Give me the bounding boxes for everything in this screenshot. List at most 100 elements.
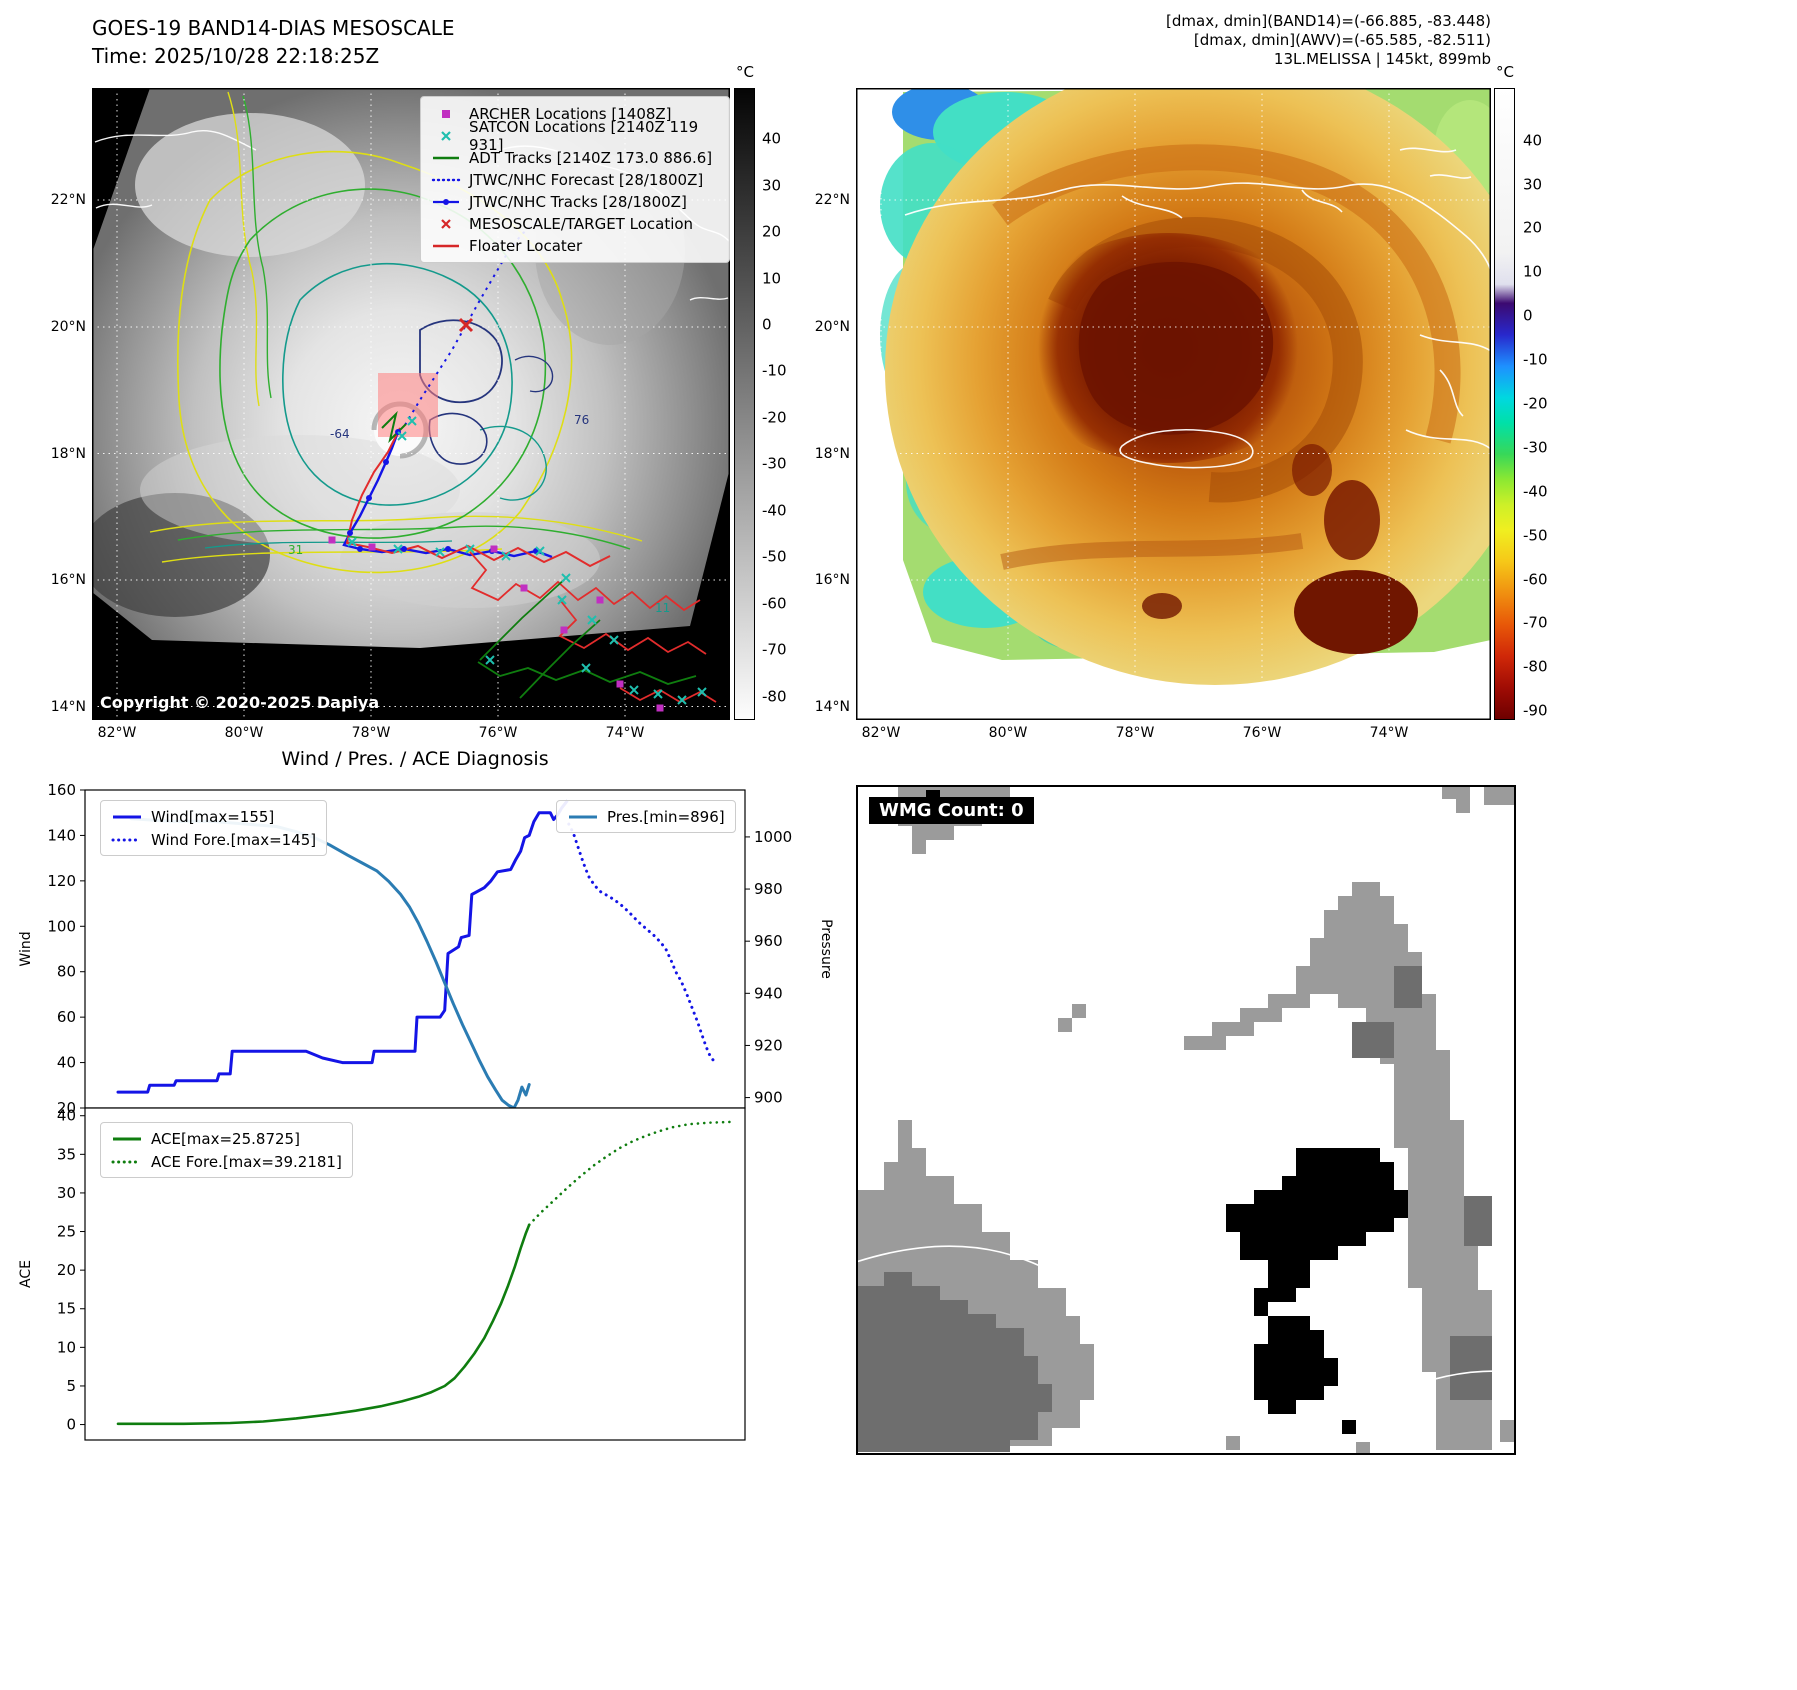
tl-lon-label: 74°W: [605, 725, 645, 741]
tr-colorbar-tick: -90: [1523, 701, 1548, 720]
chart-legend-label: Wind Fore.[max=145]: [151, 830, 317, 849]
satcon-marker: [465, 544, 475, 554]
diagnosis-charts-title: Wind / Pres. / ACE Diagnosis: [281, 748, 549, 770]
tr-lon-label: 74°W: [1369, 725, 1409, 741]
y-tick-label: 80: [57, 963, 76, 981]
map-legend-item: ARCHER Locations [1408Z]: [431, 103, 719, 124]
map-legend-label: ARCHER Locations [1408Z]: [469, 104, 672, 123]
mesoscale-target-box: [378, 373, 438, 437]
tl-colorbar-tick: -70: [762, 640, 787, 659]
contour-label: 11: [655, 601, 670, 615]
wmg-pixel-map: [856, 785, 1516, 1455]
chart-legend-item: Wind Fore.[max=145]: [111, 829, 316, 850]
tl-colorbar-tick: -50: [762, 547, 787, 566]
panel-frame: [856, 785, 1516, 1455]
dotted-line-icon: [431, 178, 461, 181]
map-legend-label: JTWC/NHC Forecast [28/1800Z]: [469, 170, 704, 189]
dark-gray-regions: [856, 966, 1492, 1452]
satcon-marker: [587, 615, 597, 625]
satcon-marker: [347, 537, 357, 547]
line-dot-icon: [433, 198, 459, 205]
tr-colorbar-tick: 0: [1523, 306, 1533, 325]
dotted-line-icon: [111, 838, 143, 841]
satcon-marker: [581, 663, 591, 673]
tr-lon-label: 78°W: [1115, 725, 1155, 741]
tl-lat-label: 20°N: [50, 319, 86, 335]
black-regions: [926, 790, 1408, 1434]
tl-colorbar-tick: -60: [762, 594, 787, 613]
coastlines: [904, 147, 1491, 469]
tl-colorbar-tick: -80: [762, 687, 787, 706]
x-marker-icon: [441, 130, 451, 141]
archer-marker: [596, 596, 604, 604]
line-icon: [433, 244, 459, 247]
tr-colorbar-tick: -70: [1523, 613, 1548, 632]
satcon-marker: [557, 595, 567, 605]
y-axis-title: ACE: [18, 1260, 34, 1288]
satcon-marker: [677, 695, 687, 705]
band14-panel-time: Time: 2025/10/28 22:18:25Z: [92, 44, 380, 68]
map-legend-label: SATCON Locations [2140Z 119 931]: [469, 117, 699, 154]
satcon-marker: [407, 416, 417, 426]
y-tick-label: 0: [66, 1416, 76, 1434]
tr-lat-label: 18°N: [814, 445, 850, 462]
satcon-marker: [535, 546, 545, 556]
tr-lon-label: 80°W: [988, 725, 1028, 741]
tl-lat-label: 22°N: [50, 192, 86, 208]
tl-lat-label: 14°N: [50, 698, 86, 715]
satcon-marker: [485, 655, 495, 665]
chart-legend-item: ACE[max=25.8725]: [111, 1128, 342, 1149]
map-legend-label: MESOSCALE/TARGET Location: [469, 214, 694, 233]
tl-colorbar-tick: 20: [762, 222, 782, 241]
y-tick-label: 20: [57, 1261, 76, 1279]
map-legend-label: Floater Locater: [469, 236, 583, 255]
tl-lon-label: 78°W: [351, 725, 391, 741]
y-tick-label: 140: [47, 826, 76, 844]
chart-legend-label: Pres.[min=896]: [607, 807, 725, 826]
chart-legend-label: ACE Fore.[max=39.2181]: [151, 1152, 342, 1171]
contour-label: 31: [288, 543, 303, 557]
archer-square-icon: [442, 109, 450, 118]
y-tick-label: 35: [57, 1145, 76, 1163]
tr-colorbar-tick: 30: [1523, 175, 1543, 194]
contour-label: 76: [574, 413, 589, 427]
y-tick-label: 120: [47, 872, 76, 890]
temperature-contours: [149, 91, 643, 574]
contour-label: -64: [330, 427, 350, 441]
copyright-text: Copyright © 2020-2025 Dapiya: [100, 693, 380, 712]
satcon-marker: [561, 573, 571, 583]
y-tick-label: 920: [754, 1036, 783, 1054]
dmax-dmin-band14-readout: [dmax, dmin](BAND14)=(-66.885, -83.448): [1166, 12, 1491, 30]
dmax-dmin-awv-readout: [dmax, dmin](AWV)=(-65.585, -82.511): [1193, 31, 1491, 49]
line-icon: [569, 815, 597, 818]
y-tick-label: 40: [57, 1054, 76, 1072]
map-legend-item: JTWC/NHC Tracks [28/1800Z]: [431, 191, 719, 212]
satcon-marker: [609, 635, 619, 645]
satcon-marker: [629, 685, 639, 695]
satcon-marker: [697, 687, 707, 697]
tl-lon-label: 80°W: [224, 725, 264, 741]
y-tick-label: 940: [754, 984, 783, 1002]
pressure-legend: Pres.[min=896]: [556, 800, 736, 833]
satcon-marker: [397, 431, 407, 441]
y-tick-label: 980: [754, 880, 783, 898]
archer-marker: [560, 626, 568, 634]
satcon-marker: [501, 551, 511, 561]
tl-colorbar-tick: -30: [762, 454, 787, 473]
line-icon: [113, 815, 141, 818]
map-legend-item: SATCON Locations [2140Z 119 931]: [431, 118, 719, 154]
awv-satellite-image: [856, 88, 1491, 720]
map-legend-label: ADT Tracks [2140Z 173.0 886.6]: [469, 148, 713, 167]
archer-marker: [616, 680, 624, 688]
archer-marker: [656, 704, 664, 712]
y-tick-label: 900: [754, 1089, 783, 1107]
archer-marker: [328, 536, 336, 544]
series-line: [527, 1120, 737, 1227]
tl-colorbar-tick: -40: [762, 501, 787, 520]
target-x-marker: [458, 317, 474, 333]
y-tick-label: 25: [57, 1223, 76, 1241]
y-tick-label: 5: [66, 1377, 76, 1395]
y-tick-label: 30: [57, 1184, 76, 1202]
tl-lat-label: 18°N: [50, 445, 86, 462]
